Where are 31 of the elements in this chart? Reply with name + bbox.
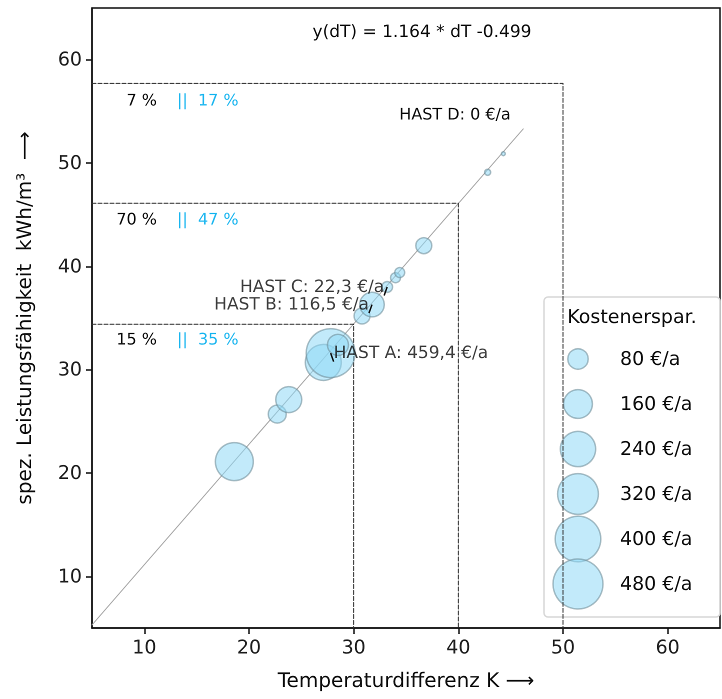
x-tick-label: 60 [656, 636, 680, 658]
annotation: y(dT) = 1.164 * dT -0.499 [312, 22, 532, 42]
annotation: 15 % [116, 330, 157, 348]
annotation: || 35 % [177, 330, 239, 348]
annotation: HAST D: 0 €/a [399, 104, 511, 124]
legend-title: Kostenerspar. [567, 306, 697, 328]
y-tick-label: 40 [58, 255, 82, 278]
y-tick-label: 30 [58, 358, 82, 381]
x-tick-label: 40 [446, 636, 470, 658]
y-tick-label: 60 [58, 48, 82, 71]
x-tick-label: 50 [550, 636, 576, 658]
annotation: HAST C: 22,3 €/a [240, 277, 384, 297]
legend-label: 240 €/a [620, 438, 692, 460]
annotation: HAST B: 116,5 €/a [214, 294, 369, 315]
legend-label: 400 €/a [620, 528, 692, 550]
y-axis-title: spez. Leistungsfähigkeit kWh/m³ ⟶ [12, 131, 36, 505]
annotation: 70 % [116, 210, 157, 228]
x-tick-label: 20 [236, 636, 262, 658]
annotation: || 17 % [177, 90, 239, 110]
y-tick-label: 20 [58, 462, 82, 484]
x-tick-label: 10 [132, 636, 156, 658]
y-tick-label: 10 [58, 565, 82, 588]
y-tick-label: 50 [58, 152, 82, 174]
annotation: 7 % [126, 90, 157, 110]
legend-label: 480 €/a [620, 573, 692, 595]
annotation: || 47 % [177, 210, 239, 228]
legend-label: 80 €/a [620, 348, 680, 370]
x-tick-label: 30 [342, 636, 366, 658]
legend-label: 320 €/a [620, 483, 692, 505]
legend-label: 160 €/a [620, 393, 692, 415]
x-axis-title: Temperaturdifferenz K ⟶ [276, 668, 534, 692]
